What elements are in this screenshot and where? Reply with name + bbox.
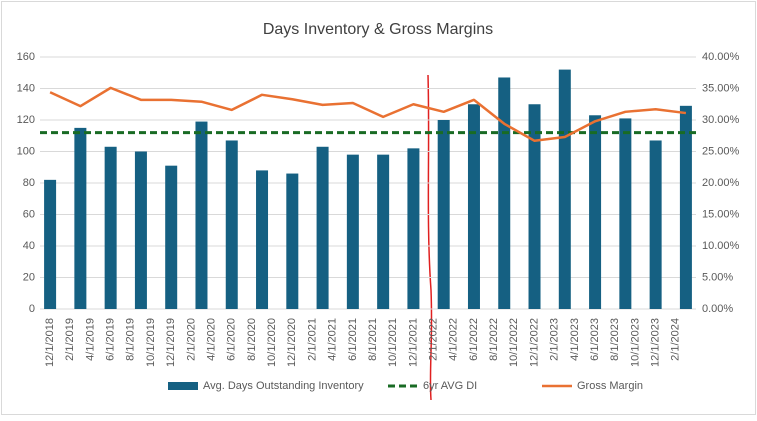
bar: [437, 120, 450, 309]
y2-tick-label: 40.00%: [702, 51, 740, 63]
bar: [619, 118, 632, 309]
bar: [195, 121, 208, 309]
x-tick-label: 8/1/2020: [246, 318, 258, 361]
bar: [467, 104, 480, 309]
y2-tick-label: 30.00%: [702, 114, 740, 126]
x-tick-label: 2/1/2023: [549, 318, 561, 361]
y2-tick-label: 15.00%: [702, 208, 740, 220]
x-tick-label: 10/1/2022: [508, 318, 520, 367]
x-tick-label: 12/1/2022: [528, 318, 540, 367]
bar: [558, 69, 571, 309]
y-tick-label: 120: [17, 114, 35, 126]
bar: [407, 148, 420, 309]
x-tick-label: 4/1/2023: [569, 318, 581, 361]
bar: [498, 77, 511, 309]
x-tick-label: 6/1/2023: [589, 318, 601, 361]
x-tick-label: 10/1/2023: [629, 318, 641, 367]
y-tick-label: 80: [23, 177, 35, 189]
x-tick-label: 10/1/2021: [387, 318, 399, 367]
y-tick-label: 100: [17, 145, 35, 157]
x-tick-label: 2/1/2020: [185, 318, 197, 361]
x-tick-label: 2/1/2021: [306, 318, 318, 361]
bar: [165, 165, 178, 309]
y-tick-label: 160: [17, 51, 35, 63]
bar: [649, 140, 662, 309]
x-tick-label: 4/1/2021: [327, 318, 339, 361]
y-tick-label: 40: [23, 240, 35, 252]
x-tick-label: 8/1/2022: [488, 318, 500, 361]
x-tick-label: 4/1/2019: [84, 318, 96, 361]
legend-swatch: [168, 382, 198, 390]
bar: [74, 127, 87, 309]
bar: [679, 105, 692, 309]
y2-tick-label: 25.00%: [702, 145, 740, 157]
x-tick-label: 2/1/2024: [670, 318, 682, 361]
y2-tick-label: 35.00%: [702, 82, 740, 94]
x-tick-label: 12/1/2018: [44, 318, 56, 367]
y-tick-label: 60: [23, 208, 35, 220]
margin-line: [49, 86, 687, 143]
bar: [134, 151, 147, 309]
bar: [528, 104, 541, 309]
x-tick-label: 6/1/2022: [468, 318, 480, 361]
x-tick-label: 8/1/2021: [367, 318, 379, 361]
chart-title: Days Inventory & Gross Margins: [263, 21, 493, 38]
y2-tick-label: 0.00%: [702, 303, 733, 315]
bar: [286, 173, 299, 309]
legend-label: 6yr AVG DI: [423, 380, 477, 392]
y2-tick-label: 20.00%: [702, 177, 740, 189]
x-tick-label: 10/1/2019: [145, 318, 157, 367]
x-tick-label: 2/1/2022: [428, 318, 440, 361]
x-tick-label: 12/1/2019: [165, 318, 177, 367]
x-tick-label: 4/1/2020: [205, 318, 217, 361]
y-tick-label: 20: [23, 271, 35, 283]
y-tick-label: 0: [29, 303, 35, 315]
x-tick-label: 6/1/2019: [105, 318, 117, 361]
bar: [225, 140, 238, 309]
x-tick-label: 12/1/2021: [407, 318, 419, 367]
x-tick-label: 8/1/2019: [125, 318, 137, 361]
legend-label: Avg. Days Outstanding Inventory: [203, 380, 364, 392]
y2-tick-label: 10.00%: [702, 240, 740, 252]
x-tick-label: 8/1/2023: [609, 318, 621, 361]
legend-label: Gross Margin: [577, 380, 643, 392]
x-tick-label: 10/1/2020: [266, 318, 278, 367]
bar: [44, 179, 57, 309]
x-tick-label: 2/1/2019: [64, 318, 76, 361]
x-tick-label: 6/1/2020: [226, 318, 238, 361]
x-tick-label: 12/1/2023: [650, 318, 662, 367]
bar: [104, 146, 117, 309]
bar: [377, 154, 390, 309]
bar: [316, 146, 329, 309]
x-tick-label: 4/1/2022: [448, 318, 460, 361]
bar: [346, 154, 359, 309]
x-tick-label: 6/1/2021: [347, 318, 359, 361]
bar: [256, 170, 269, 309]
y-tick-label: 140: [17, 82, 35, 94]
y2-tick-label: 5.00%: [702, 271, 733, 283]
bar: [589, 115, 602, 310]
x-tick-label: 12/1/2020: [286, 318, 298, 367]
